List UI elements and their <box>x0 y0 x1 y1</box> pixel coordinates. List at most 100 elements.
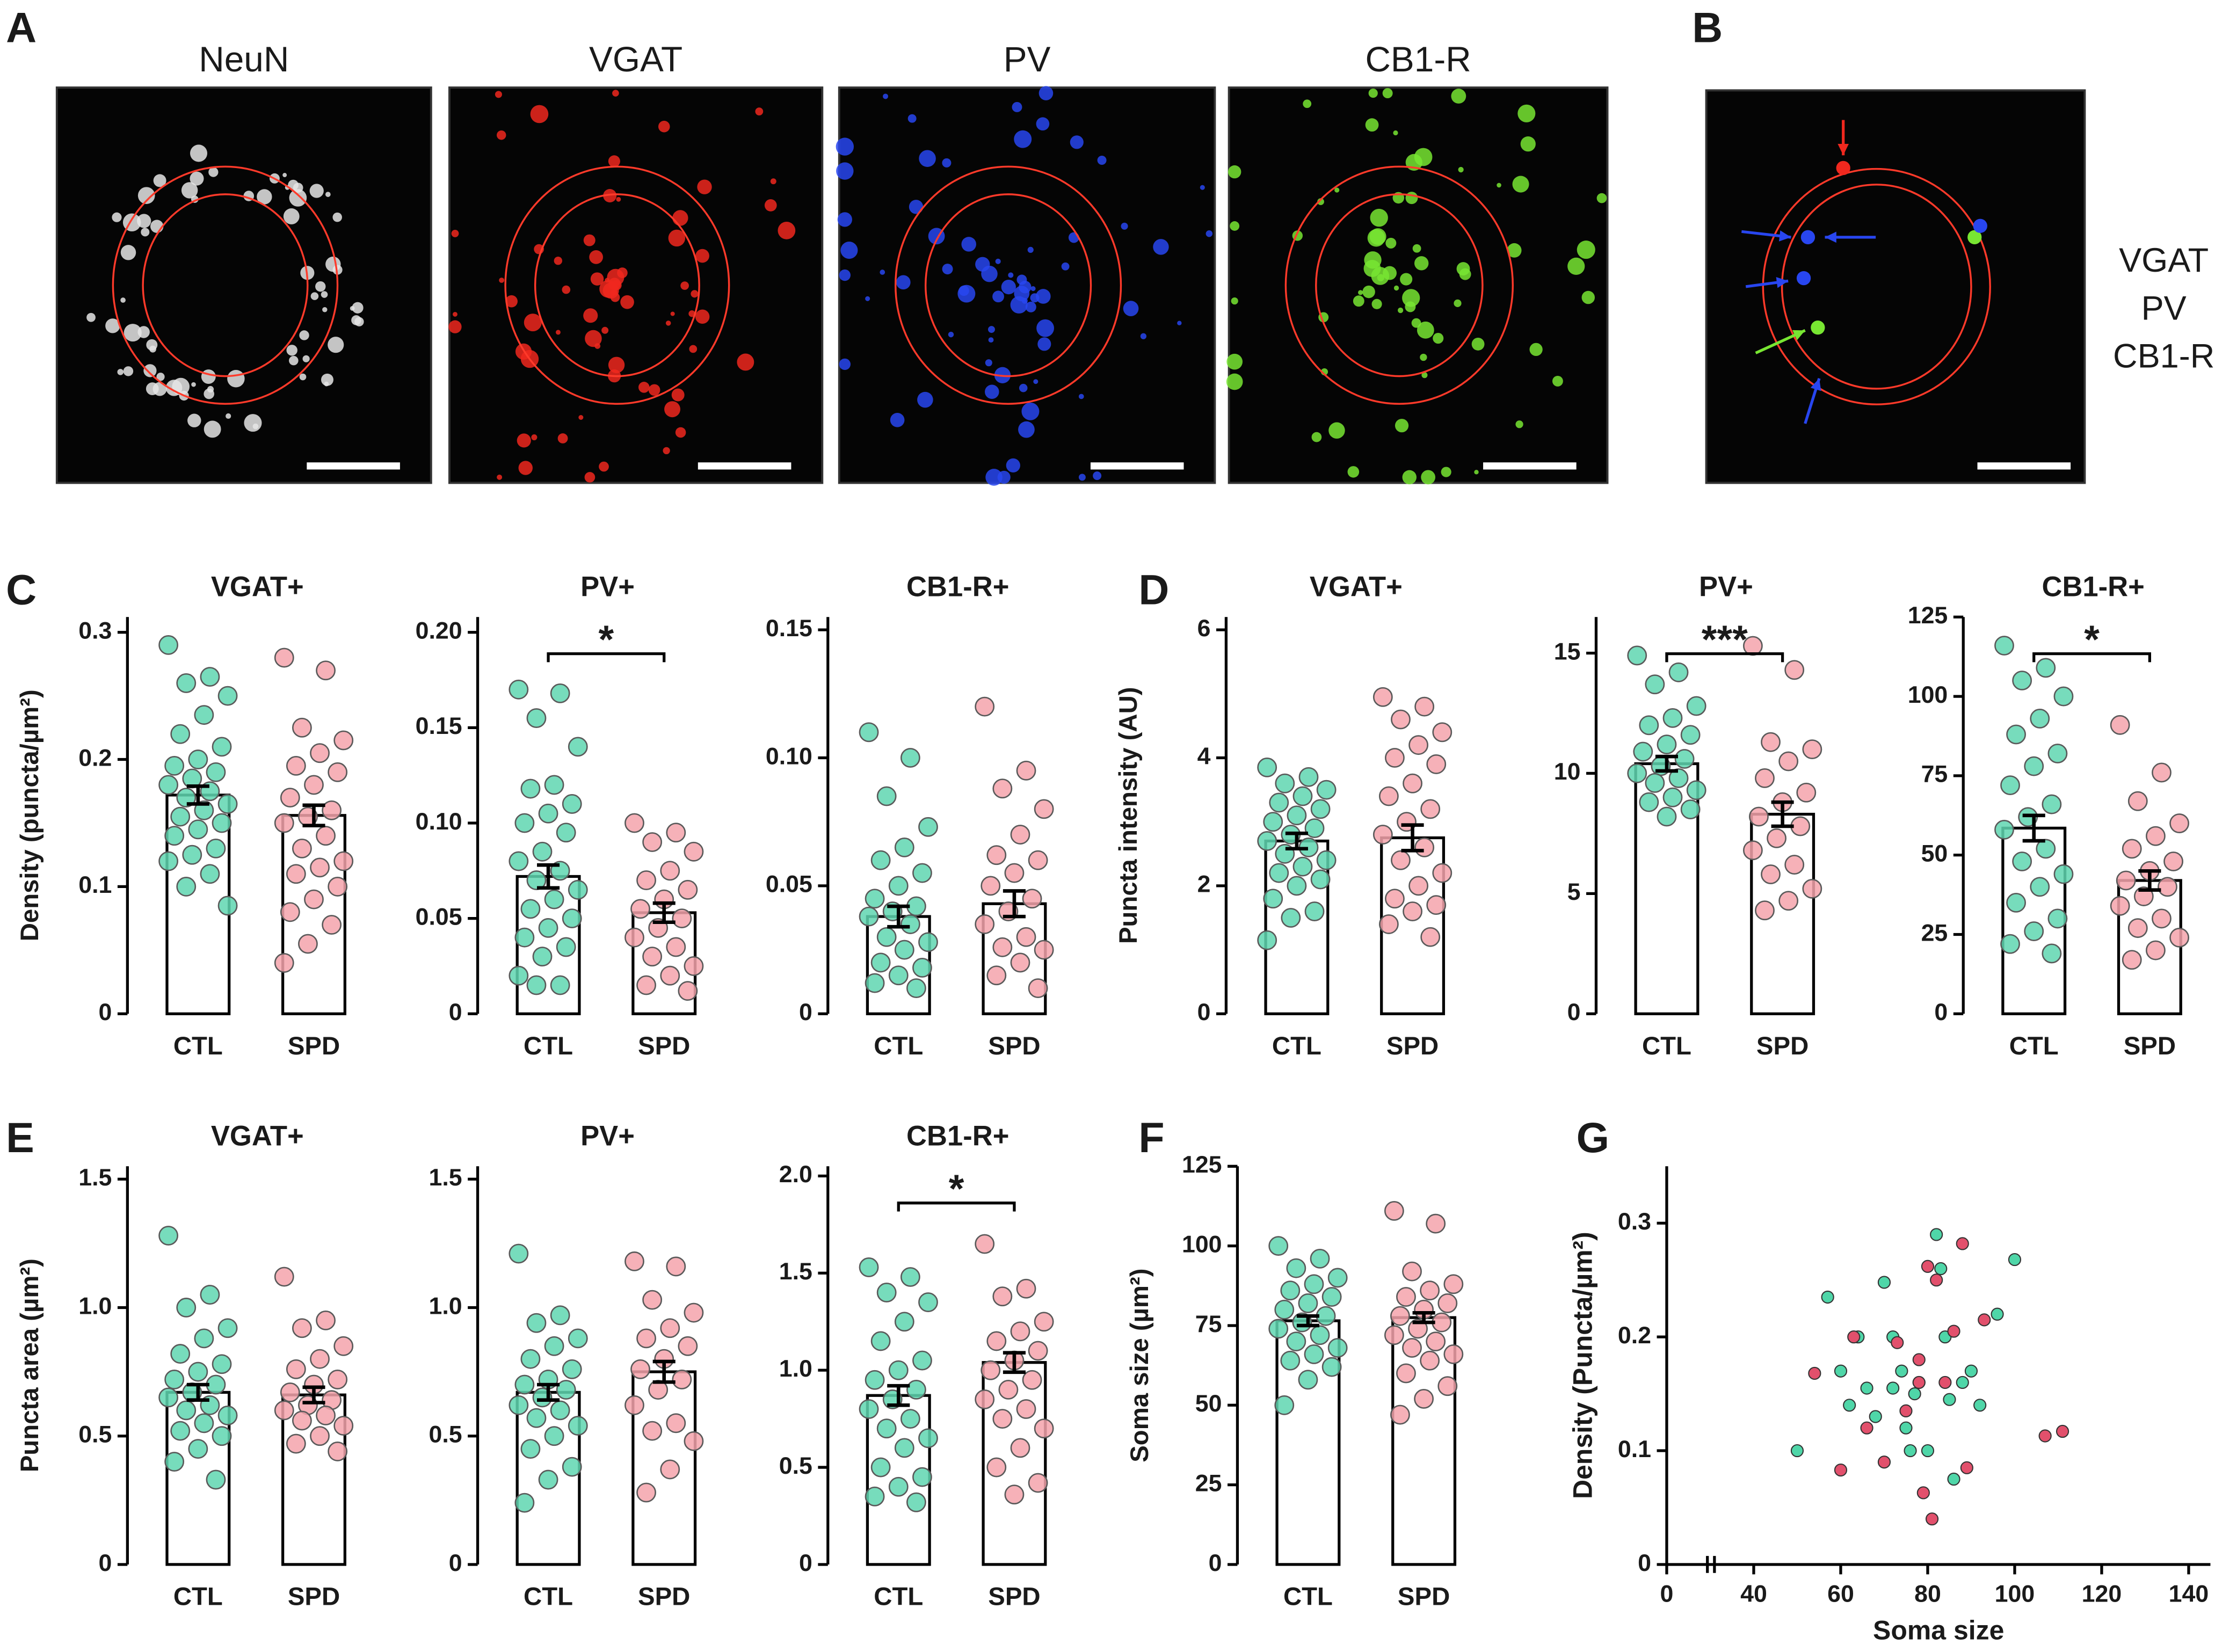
data-point <box>870 1331 891 1351</box>
puncta-blob <box>583 234 595 246</box>
data-point <box>1778 891 1799 911</box>
significance-bracket <box>1665 652 1784 663</box>
data-point <box>274 1400 294 1421</box>
data-point <box>912 958 932 978</box>
y-tick-label: 1.0 <box>779 1356 812 1382</box>
puncta-blob <box>689 345 698 353</box>
data-point <box>624 1251 644 1271</box>
y-tick-label: 0.05 <box>416 904 462 930</box>
data-point <box>520 778 541 799</box>
puncta-blob <box>325 192 331 197</box>
error-bar <box>1412 1311 1435 1324</box>
data-point <box>1263 889 1283 909</box>
puncta-blob <box>985 469 1003 486</box>
puncta-blob <box>1030 293 1040 303</box>
data-point <box>918 932 938 952</box>
puncta-blob <box>86 312 96 322</box>
puncta-blob <box>1231 297 1238 305</box>
puncta-blob <box>603 188 617 203</box>
puncta-blob <box>191 382 196 387</box>
x-tick-label: SPD <box>638 1032 690 1060</box>
data-point <box>544 1336 564 1356</box>
data-point <box>1390 1306 1410 1326</box>
puncta-blob <box>149 345 156 353</box>
puncta-blob <box>1512 176 1529 193</box>
data-point <box>520 899 541 919</box>
data-point <box>678 1336 698 1356</box>
y-tick-label: 0.5 <box>429 1422 462 1448</box>
scatter-point <box>1834 1364 1848 1378</box>
data-point <box>316 1406 336 1425</box>
scatter-point <box>1973 1399 1987 1412</box>
scatter-point <box>1916 1486 1930 1500</box>
y-axis-label: Puncta intensity (AU) <box>1114 687 1143 944</box>
data-point <box>1316 850 1337 870</box>
data-point <box>906 978 926 999</box>
y-axis-label: Puncta area (µm²) <box>16 1258 44 1472</box>
data-point <box>870 952 891 973</box>
puncta-blob <box>620 295 634 309</box>
panel-label: F <box>1138 1114 1164 1161</box>
puncta-blob <box>610 293 620 302</box>
data-point <box>520 1439 541 1459</box>
data-point <box>286 864 306 884</box>
puncta-blob <box>865 296 870 301</box>
data-point <box>568 737 588 757</box>
data-point <box>630 1359 650 1379</box>
overlay-puncta <box>1973 219 1987 233</box>
puncta-blob <box>648 384 660 396</box>
puncta-blob <box>890 412 905 427</box>
x-tick-label: SPD <box>288 1032 340 1060</box>
data-point <box>1686 780 1706 800</box>
data-point <box>678 981 698 1001</box>
data-point <box>900 748 920 768</box>
puncta-blob <box>1226 373 1243 390</box>
y-tick-label: 5 <box>1567 879 1581 905</box>
y-tick-label: 0 <box>799 999 812 1025</box>
puncta-blob <box>1529 343 1543 356</box>
puncta-blob <box>942 264 953 275</box>
data-point <box>292 1410 312 1431</box>
puncta-blob <box>1097 155 1107 165</box>
chart-title: VGAT+ <box>211 1120 304 1152</box>
puncta-blob <box>1347 466 1360 478</box>
puncta-blob <box>883 93 889 99</box>
data-point <box>217 1318 238 1338</box>
data-point <box>981 876 1001 896</box>
scatter-point <box>1956 1376 1969 1389</box>
data-point <box>666 823 686 843</box>
data-point <box>217 896 238 916</box>
scatter-point <box>1877 1276 1891 1289</box>
data-point <box>1281 908 1301 928</box>
data-point <box>636 975 656 995</box>
puncta-blob <box>124 324 142 342</box>
y-tick-label: 0.1 <box>78 872 112 898</box>
data-point <box>1385 748 1405 768</box>
data-point <box>1257 930 1277 950</box>
puncta-blob <box>755 107 764 115</box>
puncta-blob <box>671 388 685 402</box>
data-point <box>1420 1280 1440 1301</box>
data-point <box>1028 850 1048 870</box>
x-tick-label: SPD <box>988 1583 1040 1611</box>
puncta-blob <box>1140 333 1147 339</box>
data-point <box>170 1344 191 1364</box>
data-point <box>1657 806 1677 827</box>
scatter-point <box>2056 1424 2069 1438</box>
puncta-blob <box>299 330 309 340</box>
data-point <box>975 1234 995 1254</box>
data-point <box>333 1336 354 1356</box>
puncta-blob <box>839 358 851 370</box>
data-point <box>182 845 202 865</box>
data-point <box>912 1350 932 1371</box>
data-point <box>2053 864 2074 884</box>
y-tick-label: 15 <box>1554 638 1581 665</box>
x-tick-label: SPD <box>1756 1032 1809 1060</box>
y-tick-label: 0.2 <box>78 745 112 771</box>
data-point <box>1657 734 1677 755</box>
data-point <box>322 915 342 935</box>
data-point <box>1627 763 1647 783</box>
scatter-point <box>1899 1421 1913 1435</box>
puncta-blob <box>1402 470 1417 485</box>
data-point <box>544 889 564 909</box>
